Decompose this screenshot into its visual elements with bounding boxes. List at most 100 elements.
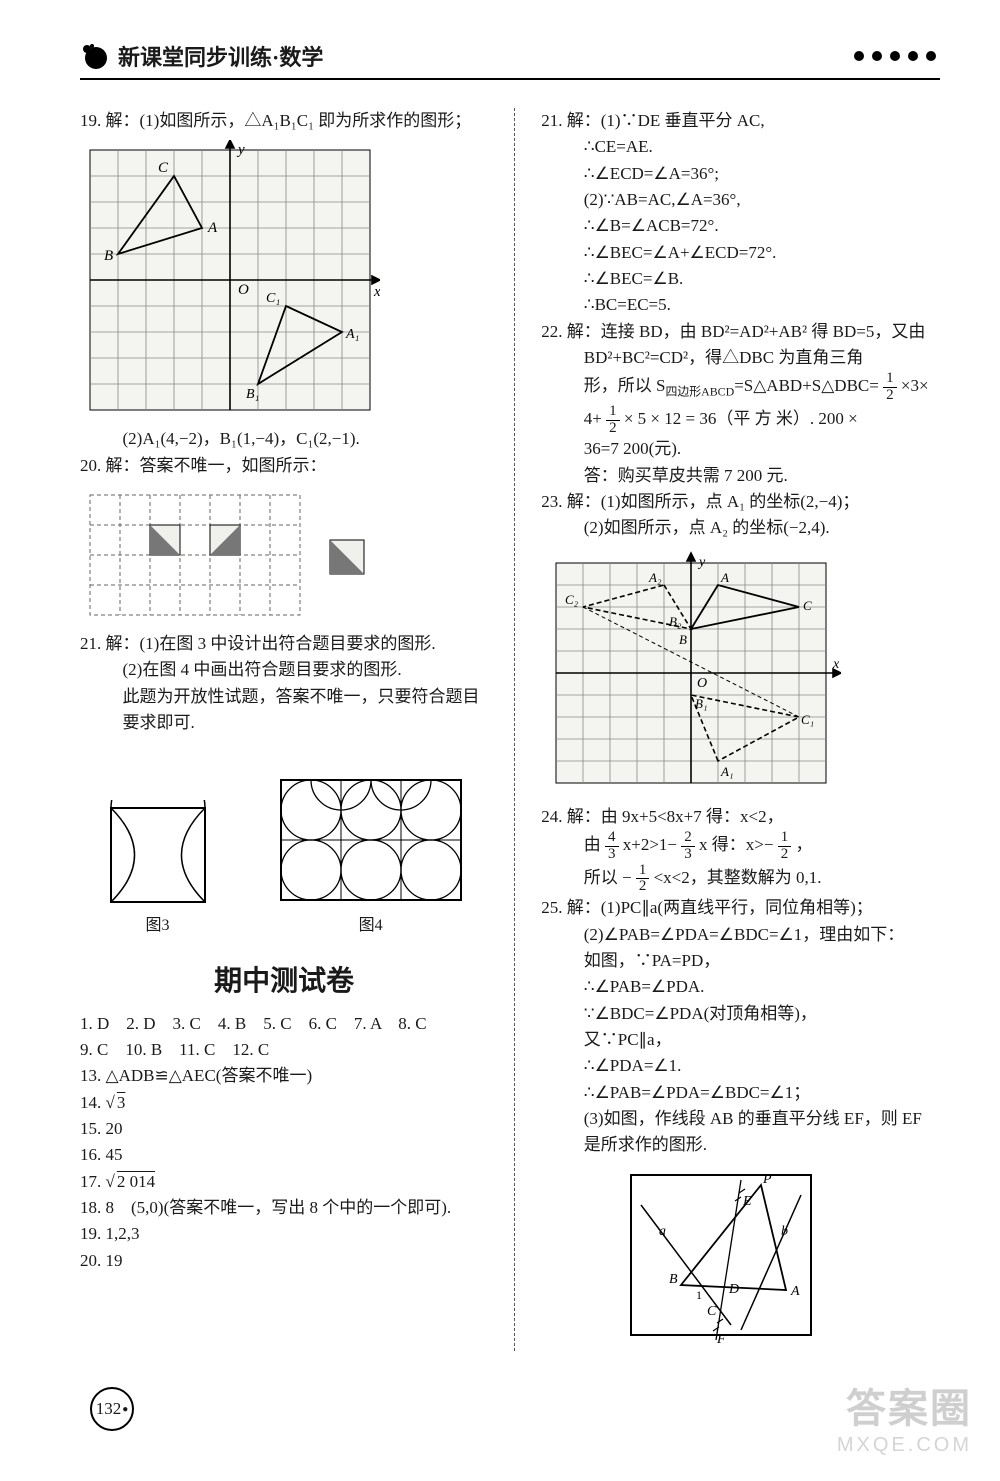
ans-row2: 9. C 10. B 11. C 12. C: [80, 1037, 488, 1063]
svg-text:x: x: [832, 657, 840, 672]
svg-text:A₁: A₁: [720, 764, 733, 779]
r24-3b: <x<2，其整数解为 0,1.: [654, 868, 822, 887]
svg-text:B₂: B₂: [669, 614, 682, 629]
svg-text:C: C: [158, 160, 169, 176]
svg-text:A: A: [720, 570, 729, 585]
q19-intro: 19. 解：(1)如图所示，△A₁B₁C₁ 即为所求作的图形；: [80, 108, 488, 134]
svg-text:B₁: B₁: [695, 696, 707, 711]
svg-text:1: 1: [696, 1288, 702, 1302]
r22-e: 答：购买草皮共需 7 200 元.: [541, 463, 940, 489]
svg-text:O: O: [238, 282, 249, 298]
q20-figure: [80, 485, 488, 625]
a14: 14. √3: [80, 1090, 488, 1116]
a17: 17. √2 014: [80, 1169, 488, 1195]
header-ornament-icon: [80, 42, 108, 70]
r22-b-sub: 四边形ABCD: [665, 385, 734, 399]
ans-row1: 1. D 2. D 3. C 4. B 5. C 6. C 7. A 8. C: [80, 1011, 488, 1037]
r25-6: 又∵PC∥a，: [541, 1027, 940, 1053]
svg-text:C: C: [707, 1304, 717, 1319]
a17-val: 2 014: [115, 1172, 155, 1191]
midterm-title: 期中测试卷: [80, 959, 488, 1002]
column-separator: [514, 108, 515, 1351]
right-column: 21. 解：(1)∵DE 垂直平分 AC, ∴CE=AE. ∴∠ECD=∠A=3…: [541, 108, 940, 1351]
svg-text:C₂: C₂: [565, 592, 579, 607]
left-column: 19. 解：(1)如图所示，△A₁B₁C₁ 即为所求作的图形；: [80, 108, 488, 1351]
a20: 20. 19: [80, 1248, 488, 1274]
grid-svg-19: O x y A B C A₁ B₁ C₁: [80, 140, 380, 420]
r24-3: 所以 − 12 <x<2，其整数解为 0,1.: [541, 863, 940, 896]
svg-text:A₁: A₁: [345, 327, 359, 342]
fig4-caption: 图4: [276, 914, 466, 939]
watermark: 答案圈 MXQE.COM: [837, 1376, 972, 1457]
svg-text:B: B: [669, 1272, 678, 1287]
r25-2: (2)∠PAB=∠PDA=∠BDC=∠1，理由如下：: [541, 922, 940, 948]
page-number-value: 132: [96, 1399, 122, 1419]
q23-figure: O x y A B C A₁ B₁ C₁ A₂ B₂ C₂: [541, 548, 940, 798]
svg-text:x: x: [373, 284, 380, 300]
r21-4: (2)∵AB=AC,∠A=36°,: [541, 187, 940, 213]
r23-1: 23. 解：(1)如图所示，点 A₁ 的坐标(2,−4)；: [541, 489, 940, 515]
svg-text:O: O: [697, 676, 707, 691]
a17-label: 17.: [80, 1172, 101, 1191]
r25-7: ∴∠PDA=∠1.: [541, 1053, 940, 1079]
svg-text:P: P: [762, 1172, 772, 1187]
svg-text:b: b: [781, 1224, 788, 1239]
r22-c-pre: 4+: [584, 409, 602, 428]
r23-2: (2)如图所示，点 A₂ 的坐标(−2,4).: [541, 515, 940, 541]
r24-2a: 由: [584, 835, 601, 854]
fig3: 图3: [103, 800, 213, 939]
svg-text:A: A: [207, 220, 218, 236]
r24-2b: x+2>1−: [623, 835, 677, 854]
svg-text:y: y: [697, 555, 706, 570]
r22-c-mid: × 5 × 12 = 36（平 方 米）. 200 ×: [624, 409, 858, 428]
r21-1: 21. 解：(1)∵DE 垂直平分 AC,: [541, 108, 940, 134]
r25-5: ∵∠BDC=∠PDA(对顶角相等)，: [541, 1001, 940, 1027]
q19-sub2: (2)A₁(4,−2)，B₁(1,−4)，C₁(2,−1).: [80, 426, 488, 452]
svg-text:E: E: [742, 1194, 752, 1209]
r22-b-tail: ×3×: [901, 377, 929, 396]
header-dots-icon: [854, 51, 940, 61]
svg-text:C: C: [803, 598, 812, 613]
svg-text:B₁: B₁: [246, 387, 259, 402]
r24-2c: x 得：x>−: [699, 835, 773, 854]
a18: 18. 8 (5,0)(答案不唯一，写出 8 个中的一个即可).: [80, 1195, 488, 1221]
r25-8: ∴∠PAB=∠PDA=∠BDC=∠1；: [541, 1080, 940, 1106]
r25-9: (3)如图，作线段 AB 的垂直平分线 EF，则 EF 是所求作的图形.: [541, 1106, 940, 1159]
r22-d: 36=7 200(元).: [541, 436, 940, 462]
r21-3: ∴∠ECD=∠A=36°;: [541, 161, 940, 187]
r22-b-pre: 形，所以 S: [584, 377, 666, 396]
page-header: 新课堂同步训练·数学: [80, 40, 940, 80]
r25-3: 如图，∵PA=PD，: [541, 948, 940, 974]
r21-8: ∴BC=EC=5.: [541, 292, 940, 318]
q21-l2: (2)在图 4 中画出符合题目要求的图形.: [80, 657, 488, 683]
svg-text:B: B: [679, 632, 687, 647]
r25-1: 25. 解：(1)PC∥a(两直线平行，同位角相等)；: [541, 895, 940, 921]
q21-l1: 21. 解：(1)在图 3 中设计出符合题目要求的图形.: [80, 631, 488, 657]
q21-l3: 此题为开放性试题，答案不唯一，只要符合题目要求即可.: [80, 684, 488, 737]
r22-c: 4+ 12 × 5 × 12 = 36（平 方 米）. 200 ×: [541, 404, 940, 437]
svg-text:C₁: C₁: [801, 712, 814, 727]
q25-figure: P E a b B D A C F 1: [621, 1165, 940, 1345]
page-number: 132●: [90, 1387, 134, 1431]
r25-4: ∴∠PAB=∠PDA.: [541, 974, 940, 1000]
fig4: 图4: [276, 750, 466, 939]
r21-2: ∴CE=AE.: [541, 134, 940, 160]
q19-figure: O x y A B C A₁ B₁ C₁: [80, 140, 488, 420]
q20-text: 20. 解：答案不唯一，如图所示：: [80, 453, 488, 479]
svg-text:A: A: [790, 1284, 800, 1299]
watermark-line1: 答案圈: [837, 1376, 972, 1434]
svg-text:C₁: C₁: [266, 291, 280, 306]
svg-text:a: a: [659, 1224, 666, 1239]
r22-b: 形，所以 S四边形ABCD=S△ABD+S△DBC= 12 ×3×: [541, 371, 940, 404]
a14-val: 3: [115, 1093, 126, 1112]
svg-text:y: y: [236, 142, 245, 158]
svg-text:A₂: A₂: [648, 570, 662, 585]
watermark-line2: MXQE.COM: [837, 1434, 972, 1457]
r22-a: 22. 解：连接 BD，由 BD²=AD²+AB² 得 BD=5，又由 BD²+…: [541, 319, 940, 372]
r21-5: ∴∠B=∠ACB=72°.: [541, 213, 940, 239]
r22-b-mid: =S△ABD+S△DBC=: [734, 377, 879, 396]
a13: 13. △ADB≌△AEC(答案不唯一): [80, 1063, 488, 1089]
a16: 16. 45: [80, 1142, 488, 1168]
r24-3a: 所以 −: [584, 868, 632, 887]
page-title: 新课堂同步训练·数学: [118, 40, 323, 72]
